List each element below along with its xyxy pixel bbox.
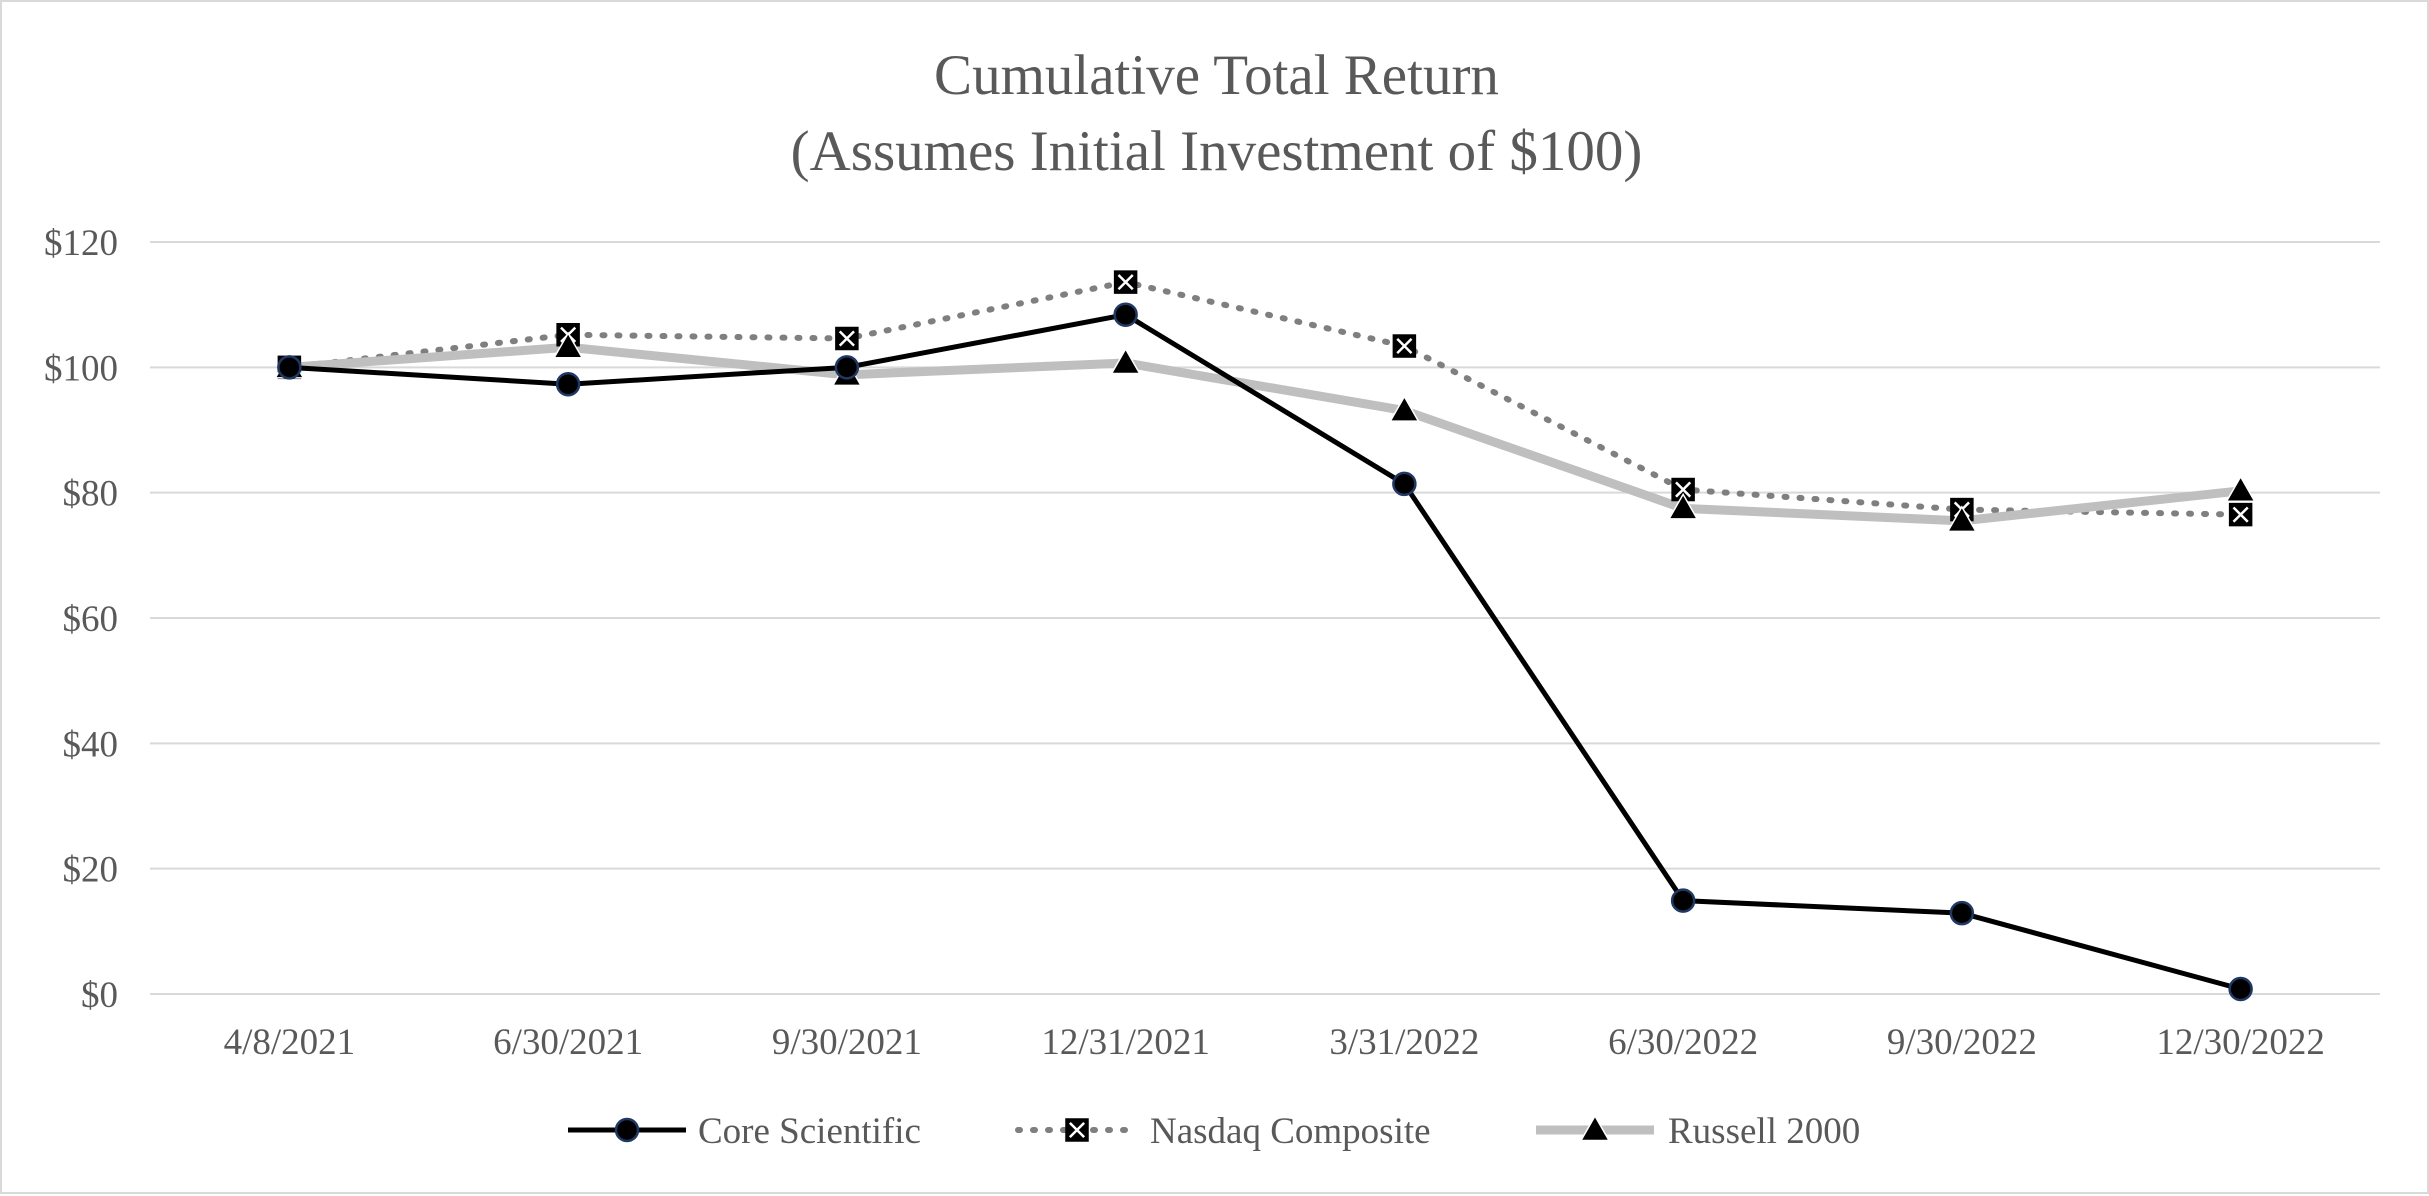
- series-russell-2000-line: [289, 342, 2242, 526]
- series-nasdaq-composite-marker: [2228, 502, 2253, 527]
- chart-title-block: Cumulative Total Return (Assumes Initial…: [2, 38, 2429, 190]
- y-tick-label: $20: [63, 850, 119, 891]
- y-tick-label: $80: [63, 474, 119, 515]
- series-nasdaq-composite-marker: [835, 326, 859, 351]
- y-tick-label: $100: [44, 348, 118, 389]
- legend-core-scientific-marker: [614, 1117, 640, 1143]
- y-tick-label: $0: [81, 975, 118, 1016]
- x-tick-label: 6/30/2022: [1608, 1022, 1758, 1063]
- x-tick-label: 6/30/2021: [493, 1022, 643, 1063]
- chart-title: Cumulative Total Return: [934, 44, 1499, 107]
- x-tick-label: 12/31/2021: [1041, 1022, 1210, 1063]
- x-tick-label: 9/30/2022: [1887, 1022, 2037, 1063]
- legend-nasdaq-composite-marker: [1065, 1118, 1089, 1142]
- legend-nasdaq-composite-label: Nasdaq Composite: [1150, 1111, 1431, 1152]
- series-russell-2000-marker: [552, 331, 584, 359]
- series-russell-2000-marker: [1389, 395, 1420, 422]
- series-core-scientific-marker: [1392, 471, 1417, 497]
- series-core-scientific-marker: [1670, 888, 1696, 913]
- series-core-scientific-line: [289, 312, 2242, 992]
- chart-subtitle: (Assumes Initial Investment of $100): [790, 120, 1643, 183]
- legend-core-scientific-label: Core Scientific: [698, 1111, 921, 1152]
- x-tick-label: 3/31/2022: [1329, 1022, 1479, 1063]
- series-russell-2000-marker: [1667, 492, 1699, 520]
- series-core-scientific-marker: [834, 355, 860, 380]
- series-core-scientific-marker: [2228, 976, 2253, 1002]
- x-tick-label: 4/8/2021: [224, 1022, 356, 1063]
- y-tick-label: $120: [44, 223, 118, 264]
- legend-russell-2000-marker: [1579, 1114, 1611, 1142]
- series-core-scientific-marker: [1949, 900, 1975, 926]
- legend: Core Scientific Nasdaq Composite Russell 2…: [568, 1111, 1860, 1152]
- series-nasdaq-composite-marker: [1113, 270, 1138, 294]
- y-tick-label: $60: [63, 599, 119, 640]
- series-core-scientific-points: [277, 302, 2253, 1002]
- series-russell-2000-marker: [1946, 505, 1978, 533]
- legend-nasdaq-composite: Nasdaq Composite: [1015, 1111, 1431, 1152]
- x-tick-label: 9/30/2021: [772, 1022, 922, 1063]
- series-nasdaq-composite-line: [286, 279, 2244, 518]
- legend-core-scientific: Core Scientific: [568, 1111, 921, 1152]
- legend-russell-2000-label: Russell 2000: [1668, 1111, 1860, 1152]
- series-nasdaq-composite-marker: [1392, 334, 1417, 358]
- series-core-scientific-marker: [1113, 302, 1138, 327]
- series-core-scientific-marker: [277, 355, 302, 380]
- legend-russell-2000: Russell 2000: [1536, 1111, 1860, 1152]
- x-tick-label: 12/30/2022: [2156, 1022, 2325, 1063]
- series-russell-2000-marker: [2225, 475, 2256, 503]
- y-tick-label: $40: [63, 724, 119, 765]
- series-russell-2000-marker: [1110, 347, 1141, 375]
- gridlines: [150, 241, 2380, 995]
- series-core-scientific-marker: [555, 372, 581, 397]
